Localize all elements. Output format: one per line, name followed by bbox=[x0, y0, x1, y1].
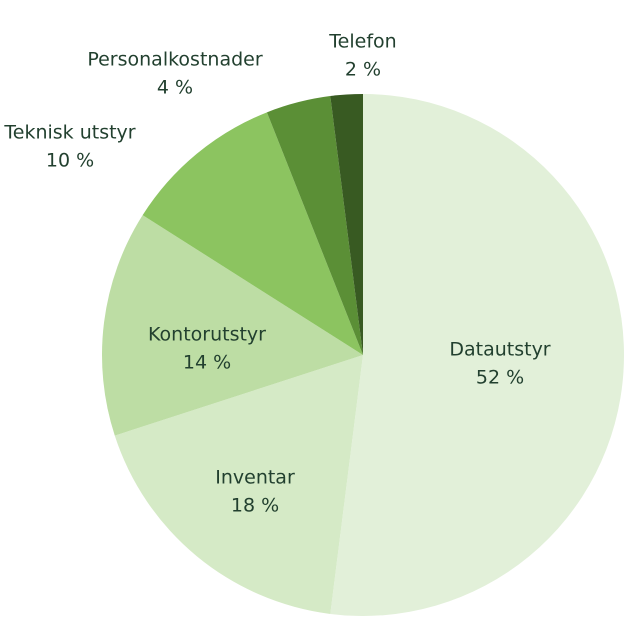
slice-value-label: 2 % bbox=[345, 59, 381, 81]
pie-slice bbox=[102, 215, 363, 436]
pie-slice bbox=[330, 94, 363, 355]
slice-label: Kontorutstyr bbox=[148, 324, 266, 346]
slice-value-label: 4 % bbox=[157, 77, 193, 99]
slice-value-label: 18 % bbox=[231, 495, 279, 517]
pie-slice bbox=[266, 96, 363, 356]
pie-slice bbox=[142, 112, 363, 355]
pie-slice bbox=[330, 94, 624, 616]
slice-label: Inventar bbox=[215, 467, 295, 489]
slice-label: Personalkostnader bbox=[87, 49, 263, 71]
slice-label: Telefon bbox=[328, 31, 396, 53]
slice-value-label: 52 % bbox=[476, 367, 524, 389]
slice-value-label: 10 % bbox=[46, 150, 94, 172]
slice-label: Teknisk utstyr bbox=[3, 122, 135, 144]
pie-slice bbox=[114, 355, 363, 614]
slice-label: Datautstyr bbox=[449, 339, 550, 361]
slice-value-label: 14 % bbox=[183, 352, 231, 374]
